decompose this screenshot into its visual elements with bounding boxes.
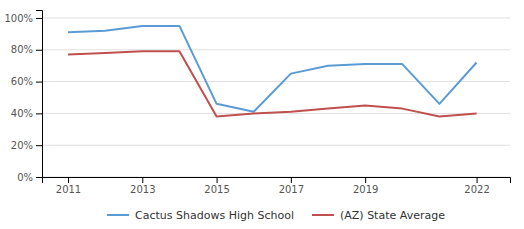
- x-tick-label: 2011: [56, 184, 81, 195]
- x-tick-label: 2013: [130, 184, 155, 195]
- grid-line: [42, 145, 510, 146]
- legend-item: Cactus Shadows High School: [107, 209, 294, 222]
- grid-line: [42, 17, 510, 18]
- x-tick-mark: [291, 177, 292, 183]
- y-tick-mark: [36, 145, 42, 146]
- legend-label: Cactus Shadows High School: [135, 209, 294, 222]
- legend-label: (AZ) State Average: [340, 209, 445, 222]
- legend-swatch: [107, 214, 129, 216]
- x-tick-mark: [477, 177, 478, 183]
- x-tick-label: 2015: [204, 184, 229, 195]
- y-tick-label: 0%: [17, 172, 33, 183]
- legend-swatch: [312, 214, 334, 216]
- x-tick-mark: [365, 177, 366, 183]
- grid: [42, 18, 510, 177]
- legend-item: (AZ) State Average: [312, 209, 445, 222]
- x-axis: 2011 2013 2015 2017 2019 2022: [43, 177, 511, 195]
- y-axis-line: [36, 11, 43, 178]
- x-tick: 2019: [353, 177, 378, 195]
- y-tick-mark: [36, 82, 42, 83]
- y-tick-label: 80%: [11, 44, 33, 55]
- x-tick-label: 2019: [353, 184, 378, 195]
- grid-line: [42, 49, 510, 50]
- series-line: [68, 26, 477, 112]
- y-tick: 0%: [17, 172, 42, 183]
- chart: 2011 2013 2015 2017 2019 2022 0% 20% 40% 60% 80% 10…: [0, 0, 524, 229]
- y-tick-label: 60%: [11, 76, 33, 87]
- plot-area: 2011 2013 2015 2017 2019 2022 0% 20% 40% 60% 80% 10…: [4, 11, 510, 196]
- grid-line: [42, 81, 510, 82]
- y-tick-label: 100%: [4, 13, 33, 24]
- y-tick-label: 40%: [11, 108, 33, 119]
- x-tick-mark: [217, 177, 218, 183]
- x-axis-line: [43, 178, 511, 184]
- x-tick: 2011: [56, 177, 81, 195]
- series-line: [68, 51, 477, 116]
- y-tick-mark: [36, 113, 42, 114]
- y-tick-label: 20%: [11, 140, 33, 151]
- y-tick: 40%: [11, 108, 42, 119]
- y-tick-mark: [36, 177, 42, 178]
- y-axis: 0% 20% 40% 60% 80% 100%: [4, 11, 42, 183]
- x-tick: 2017: [279, 177, 304, 195]
- x-tick-label: 2017: [279, 184, 304, 195]
- y-tick: 80%: [11, 44, 42, 55]
- lines: [68, 26, 477, 117]
- y-tick: 60%: [11, 76, 42, 87]
- x-tick-label: 2022: [464, 184, 489, 195]
- legend: Cactus Shadows High School (AZ) State Ave…: [107, 209, 445, 222]
- y-tick: 100%: [4, 13, 42, 24]
- y-tick: 20%: [11, 140, 42, 151]
- y-tick-mark: [36, 18, 42, 19]
- y-tick-mark: [36, 50, 42, 51]
- x-tick-mark: [68, 177, 69, 183]
- x-tick: 2015: [204, 177, 229, 195]
- x-tick-mark: [142, 177, 143, 183]
- x-tick: 2022: [464, 177, 489, 195]
- x-tick: 2013: [130, 177, 155, 195]
